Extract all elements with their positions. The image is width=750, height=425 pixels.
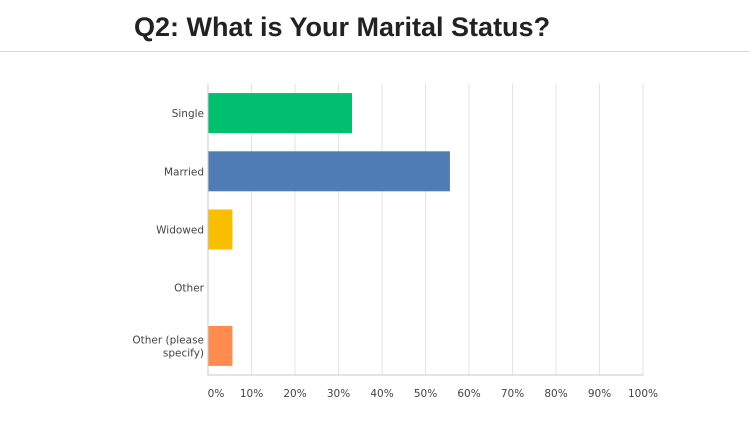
bars — [208, 93, 450, 366]
category-labels: Single Married Widowed Other Other (pleasesp… — [132, 108, 204, 359]
bar — [208, 325, 233, 366]
bar — [208, 151, 450, 192]
axes — [207, 84, 643, 376]
x-tick-label: 70% — [501, 388, 524, 400]
x-tick-label: 90% — [588, 388, 611, 400]
x-tick-label: 80% — [544, 388, 567, 400]
title-divider — [0, 51, 750, 52]
x-tick-label: 10% — [240, 388, 263, 400]
category-label: specify) — [163, 347, 204, 359]
x-tick-label: 0% — [208, 388, 225, 400]
x-tick-label: 20% — [283, 388, 306, 400]
bar — [208, 93, 353, 134]
bar — [208, 209, 233, 250]
category-label: Other (please — [132, 334, 204, 346]
category-label: Widowed — [156, 225, 204, 237]
x-tick-label: 60% — [457, 388, 480, 400]
x-tick-label: 30% — [327, 388, 350, 400]
tick-labels: 0% 10% 20% 30% 40% 50% 60% 70% 80% 90% 100% — [208, 388, 658, 400]
x-tick-label: 100% — [628, 388, 658, 400]
chart-title: Q2: What is Your Marital Status? — [134, 12, 551, 42]
x-tick-label: 40% — [370, 388, 393, 400]
x-tick-label: 50% — [414, 388, 437, 400]
category-label: Other — [174, 283, 204, 295]
category-label: Single — [172, 108, 204, 120]
category-label: Married — [164, 166, 204, 178]
